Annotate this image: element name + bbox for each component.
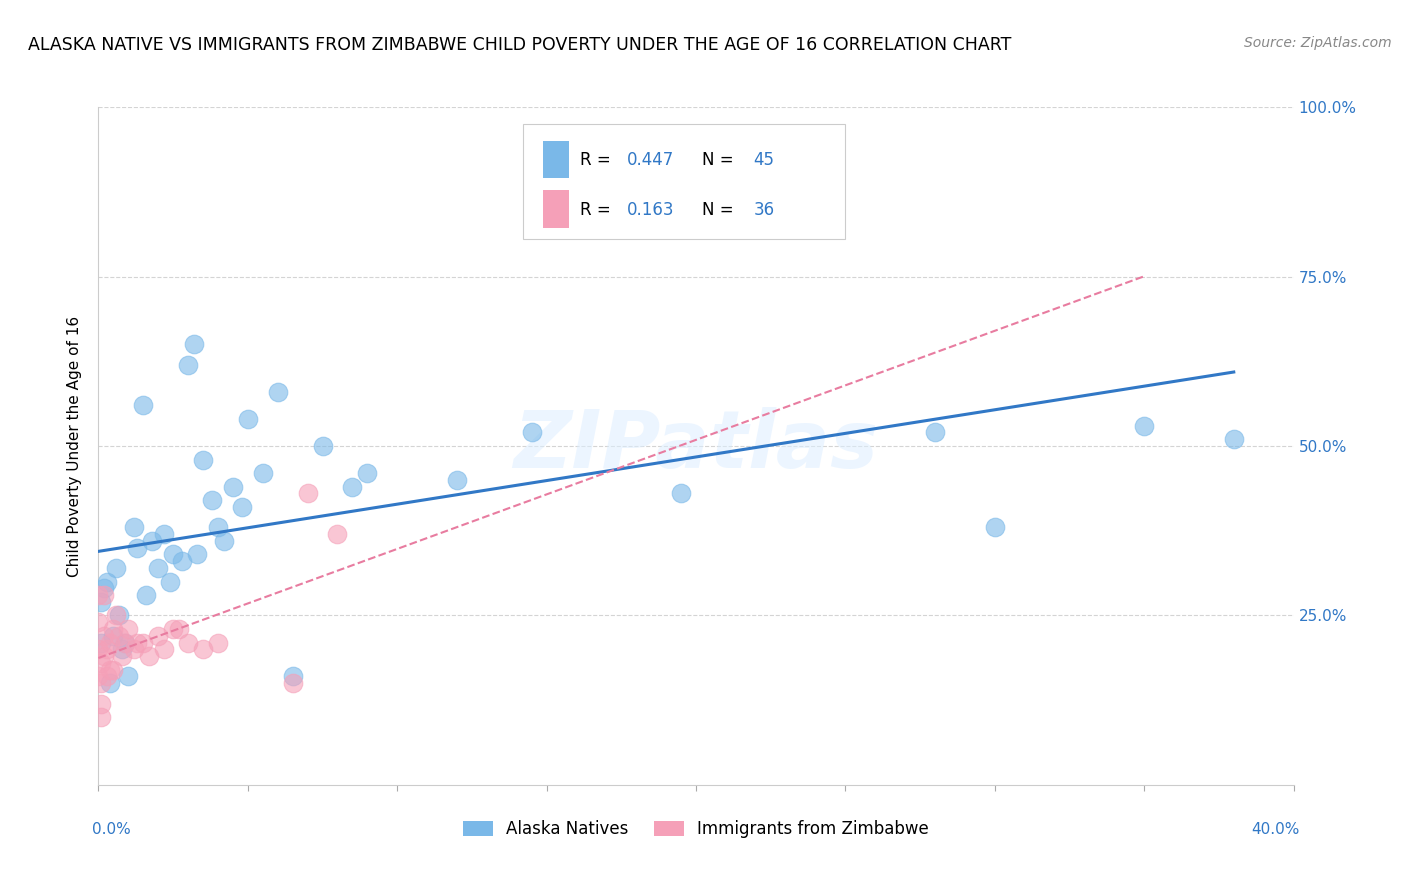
- Point: [356, 466, 378, 480]
- Text: 0.0%: 0.0%: [93, 822, 131, 838]
- Point: [103, 622, 125, 636]
- Text: Source: ZipAtlas.com: Source: ZipAtlas.com: [1244, 36, 1392, 50]
- Point: [172, 554, 194, 568]
- Point: [281, 669, 304, 683]
- Point: [297, 486, 319, 500]
- Point: [93, 582, 115, 596]
- Point: [231, 500, 253, 514]
- Point: [124, 642, 146, 657]
- Point: [132, 398, 155, 412]
- FancyBboxPatch shape: [543, 190, 569, 227]
- Point: [98, 663, 122, 677]
- Text: 0.447: 0.447: [627, 151, 673, 169]
- Point: [93, 649, 115, 664]
- Point: [669, 486, 692, 500]
- Point: [924, 425, 946, 440]
- Text: 36: 36: [754, 201, 775, 219]
- Point: [93, 588, 115, 602]
- Point: [90, 710, 112, 724]
- Point: [103, 629, 125, 643]
- Point: [177, 635, 200, 649]
- FancyBboxPatch shape: [543, 141, 569, 178]
- Point: [162, 622, 184, 636]
- Point: [153, 642, 176, 657]
- Point: [1133, 418, 1156, 433]
- Point: [252, 466, 274, 480]
- Point: [90, 595, 112, 609]
- Point: [281, 676, 304, 690]
- Point: [626, 194, 648, 209]
- Point: [191, 452, 214, 467]
- Text: R =: R =: [581, 151, 616, 169]
- Point: [111, 649, 134, 664]
- Point: [87, 642, 110, 657]
- Point: [114, 635, 136, 649]
- Point: [212, 533, 235, 548]
- Point: [186, 548, 208, 562]
- Point: [520, 425, 543, 440]
- Point: [90, 676, 112, 690]
- Point: [93, 629, 115, 643]
- Point: [127, 635, 149, 649]
- Point: [87, 615, 110, 630]
- Y-axis label: Child Poverty Under the Age of 16: Child Poverty Under the Age of 16: [67, 316, 83, 576]
- Point: [87, 669, 110, 683]
- Point: [148, 561, 170, 575]
- Point: [132, 635, 155, 649]
- Legend: Alaska Natives, Immigrants from Zimbabwe: Alaska Natives, Immigrants from Zimbabwe: [457, 814, 935, 845]
- Point: [236, 412, 259, 426]
- Point: [183, 337, 205, 351]
- Point: [108, 629, 131, 643]
- Point: [311, 439, 333, 453]
- Point: [153, 527, 176, 541]
- Point: [148, 629, 170, 643]
- Point: [141, 533, 163, 548]
- Point: [138, 649, 160, 664]
- Point: [167, 622, 190, 636]
- Point: [96, 642, 118, 657]
- Point: [984, 520, 1007, 534]
- Point: [98, 676, 122, 690]
- Point: [446, 473, 468, 487]
- Text: 45: 45: [754, 151, 775, 169]
- Point: [124, 520, 146, 534]
- Point: [127, 541, 149, 555]
- Text: ALASKA NATIVE VS IMMIGRANTS FROM ZIMBABWE CHILD POVERTY UNDER THE AGE OF 16 CORR: ALASKA NATIVE VS IMMIGRANTS FROM ZIMBABW…: [28, 36, 1011, 54]
- Point: [201, 493, 224, 508]
- Point: [96, 574, 118, 589]
- Text: N =: N =: [702, 151, 738, 169]
- Point: [90, 656, 112, 670]
- Text: 0.163: 0.163: [627, 201, 673, 219]
- Point: [191, 642, 214, 657]
- Point: [117, 622, 139, 636]
- Point: [1223, 432, 1246, 446]
- Point: [342, 480, 364, 494]
- Point: [98, 635, 122, 649]
- Point: [267, 384, 290, 399]
- Point: [207, 635, 229, 649]
- Point: [207, 520, 229, 534]
- Point: [108, 608, 131, 623]
- Point: [177, 358, 200, 372]
- Point: [105, 608, 128, 623]
- Point: [90, 697, 112, 711]
- Point: [90, 635, 112, 649]
- Point: [159, 574, 181, 589]
- Text: ZIPatlas: ZIPatlas: [513, 407, 879, 485]
- Point: [96, 669, 118, 683]
- Text: 40.0%: 40.0%: [1251, 822, 1299, 838]
- Point: [162, 548, 184, 562]
- Text: N =: N =: [702, 201, 738, 219]
- Point: [326, 527, 349, 541]
- Point: [105, 561, 128, 575]
- Point: [117, 669, 139, 683]
- Point: [222, 480, 245, 494]
- Point: [135, 588, 157, 602]
- Text: R =: R =: [581, 201, 621, 219]
- Point: [103, 663, 125, 677]
- Point: [114, 635, 136, 649]
- FancyBboxPatch shape: [523, 124, 845, 239]
- Point: [87, 588, 110, 602]
- Point: [111, 642, 134, 657]
